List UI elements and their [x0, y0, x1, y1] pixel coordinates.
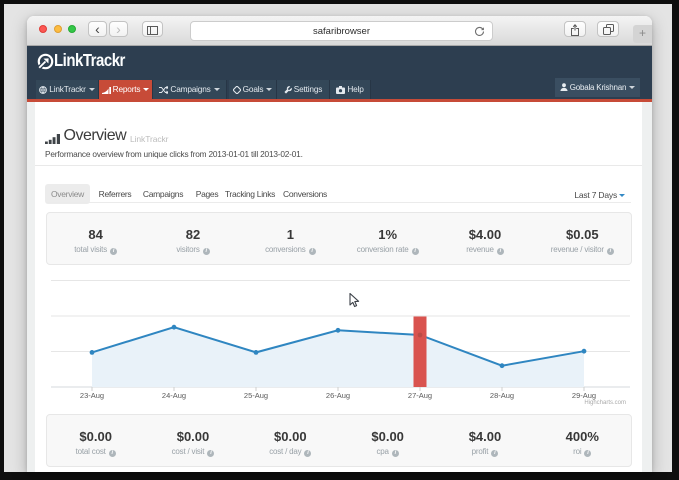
svg-text:23-Aug: 23-Aug — [80, 391, 104, 400]
svg-text:Highcharts.com: Highcharts.com — [584, 400, 626, 406]
svg-text:24-Aug: 24-Aug — [162, 391, 186, 400]
svg-text:25-Aug: 25-Aug — [244, 391, 268, 400]
svg-text:27-Aug: 27-Aug — [408, 391, 432, 400]
svg-text:29-Aug: 29-Aug — [572, 391, 596, 400]
svg-text:28-Aug: 28-Aug — [490, 391, 514, 400]
svg-text:26-Aug: 26-Aug — [326, 391, 350, 400]
